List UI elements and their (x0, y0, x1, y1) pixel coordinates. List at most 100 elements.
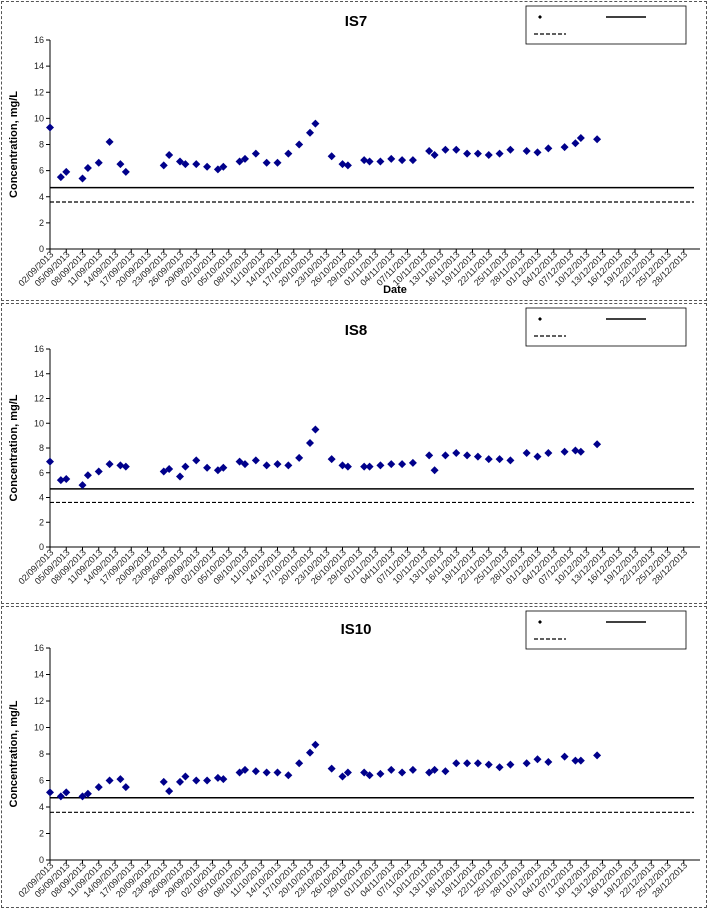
data-point (56, 792, 65, 801)
data-point (452, 759, 461, 768)
chart-title: IS8 (345, 322, 368, 339)
data-point (360, 462, 369, 471)
data-point (463, 451, 472, 460)
data-point (522, 759, 531, 768)
data-point (192, 160, 201, 169)
data-point (94, 783, 103, 792)
y-tick-label: 4 (39, 192, 44, 202)
data-point (495, 455, 504, 464)
y-tick-label: 0 (39, 542, 44, 552)
y-tick-label: 12 (34, 696, 44, 706)
data-point (343, 462, 352, 471)
y-tick-label: 8 (39, 443, 44, 453)
data-point (593, 135, 602, 144)
data-point (165, 150, 174, 159)
data-point (116, 461, 125, 470)
data-point (62, 788, 71, 797)
data-point (533, 452, 542, 461)
data-point (327, 152, 336, 161)
data-point (251, 456, 260, 465)
legend-marker-diamond (538, 317, 542, 321)
y-tick-label: 2 (39, 517, 44, 527)
data-point (387, 765, 396, 774)
data-point (522, 147, 531, 156)
data-point (544, 757, 553, 766)
data-point (116, 160, 125, 169)
data-point (176, 777, 184, 786)
data-point (311, 425, 320, 434)
data-point (343, 768, 352, 777)
data-point (192, 456, 201, 465)
y-tick-label: 14 (34, 670, 44, 680)
y-tick-label: 16 (34, 35, 44, 45)
data-point (311, 119, 320, 128)
y-axis-label: Concentration, mg/L (8, 91, 20, 198)
data-point (241, 154, 249, 163)
data-point (306, 128, 314, 137)
data-point (235, 768, 244, 777)
legend-box (525, 5, 687, 45)
y-axis-label: Concentration, mg/L (8, 394, 20, 501)
data-point (83, 471, 92, 480)
data-point (452, 145, 461, 154)
data-point (83, 164, 92, 173)
data-point (593, 440, 602, 449)
data-point (430, 466, 439, 475)
data-point (473, 759, 482, 768)
data-point (105, 137, 114, 146)
data-point (165, 787, 174, 796)
data-point (219, 775, 228, 784)
data-point (506, 145, 515, 154)
data-point (376, 461, 385, 470)
data-point (441, 451, 450, 460)
data-point (295, 140, 304, 149)
data-point (425, 451, 434, 460)
data-point (262, 158, 271, 167)
data-point (484, 455, 493, 464)
data-point (121, 783, 130, 792)
data-point (544, 144, 553, 153)
data-point (116, 775, 125, 784)
data-point (571, 446, 580, 455)
y-tick-label: 14 (34, 61, 44, 71)
data-point (46, 123, 54, 132)
data-point (176, 157, 184, 166)
data-point (533, 755, 542, 764)
data-point (484, 760, 493, 769)
data-point (398, 768, 407, 777)
data-point (441, 145, 450, 154)
data-point (544, 448, 553, 457)
data-point (94, 158, 103, 167)
data-point (284, 771, 293, 780)
data-point (78, 481, 87, 490)
data-point (408, 458, 417, 467)
data-point (560, 752, 569, 761)
data-point (506, 760, 515, 769)
data-point (62, 167, 71, 176)
data-point (576, 756, 585, 765)
y-tick-label: 12 (34, 394, 44, 404)
data-point (425, 147, 434, 156)
data-point (522, 448, 531, 457)
data-point (338, 772, 347, 781)
data-point (181, 462, 190, 471)
data-point (181, 772, 190, 781)
data-point (203, 776, 212, 785)
data-point (251, 149, 260, 158)
chart-panel-is10: IS10 Concentration, mg/L 0 2 4 6 8 10 12 14 16 02/0… (1, 606, 707, 908)
y-tick-label: 2 (39, 829, 44, 839)
y-tick-label: 6 (39, 776, 44, 786)
data-point (408, 156, 417, 165)
data-point (398, 460, 407, 469)
legend-box (525, 307, 687, 347)
data-point (56, 173, 65, 182)
data-point (273, 460, 282, 469)
data-point (83, 789, 92, 798)
y-axis-label: Concentration, mg/L (8, 700, 20, 807)
data-point (273, 158, 282, 167)
data-point (251, 767, 260, 776)
data-point (430, 765, 439, 774)
y-tick-label: 4 (39, 802, 44, 812)
